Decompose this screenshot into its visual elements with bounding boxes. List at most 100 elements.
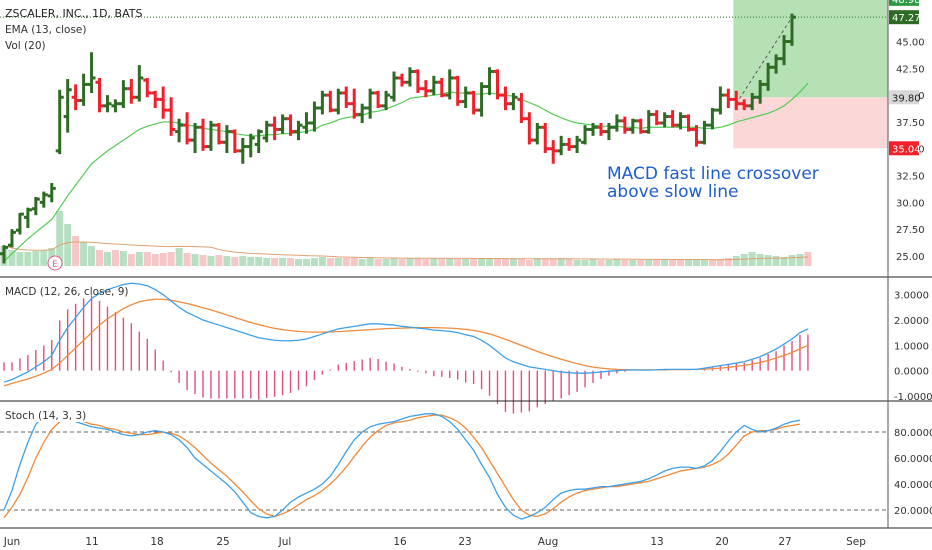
macd-tick-label: -1.0000 [894, 392, 932, 403]
price-bar [517, 92, 526, 123]
volume-bar [796, 254, 804, 266]
price-bar [103, 95, 112, 113]
price-pane: E25.0027.5030.0032.5035.0037.5040.0042.5… [0, 0, 925, 271]
price-bar [692, 125, 701, 147]
price-bar [549, 140, 558, 164]
price-bar [525, 112, 534, 145]
price-bar [445, 69, 454, 100]
volume-bar [581, 260, 589, 266]
volume-bar [103, 252, 111, 266]
price-bar [111, 99, 120, 113]
volume-bar [191, 254, 199, 266]
price-bar [262, 120, 271, 143]
volume-bar [318, 257, 326, 266]
price-bar [15, 212, 24, 235]
volume-bar [740, 254, 748, 266]
price-bar [453, 75, 462, 106]
price-bar [716, 86, 725, 115]
volume-bar [279, 258, 287, 266]
price-bar [700, 120, 709, 145]
price-tick-label: 42.50 [896, 64, 925, 75]
price-tick-label: 30.00 [896, 198, 925, 209]
x-tick-label: 11 [85, 536, 98, 548]
price-tick-label: 32.50 [896, 172, 925, 183]
price-bar [501, 86, 510, 111]
price-bar [421, 80, 430, 98]
price-bar [780, 35, 789, 66]
price-bar [151, 90, 160, 108]
price-bar [342, 86, 351, 108]
ema-label: EMA (13, close) [5, 24, 87, 36]
volume-bar [780, 257, 788, 266]
volume-bar [183, 253, 191, 266]
volume-bar [470, 258, 478, 266]
price-bar [469, 90, 478, 115]
volume-bar [295, 259, 303, 266]
volume-bar [597, 260, 605, 266]
price-bar [748, 92, 757, 111]
x-tick-label: 16 [393, 536, 407, 548]
volume-bar [223, 256, 231, 266]
price-tick-label: 45.00 [896, 38, 925, 49]
volume-bar [159, 253, 167, 266]
price-bar [286, 114, 295, 136]
earnings-marker-label: E [52, 260, 58, 270]
volume-bar [151, 254, 159, 266]
macd-label: MACD (12, 26, close, 9) [5, 286, 129, 298]
price-bar [55, 89, 64, 155]
volume-bar [573, 260, 581, 266]
macd-tick-label: 2.0000 [894, 316, 929, 327]
volume-bar [271, 258, 279, 266]
volume-bar [56, 211, 64, 266]
volume-bar [64, 224, 72, 266]
volume-bar [708, 260, 716, 266]
price-bar [119, 80, 128, 108]
volume-bar [541, 259, 549, 266]
volume-bar [247, 257, 255, 266]
volume-bar [637, 260, 645, 266]
price-bar [589, 122, 598, 136]
x-tick-label: 13 [650, 536, 663, 548]
volume-bar [677, 260, 685, 266]
volume-bar [255, 257, 263, 266]
price-bar [7, 229, 16, 248]
price-bar [397, 73, 406, 87]
price-bar [708, 107, 717, 130]
macd-signal-line [3, 298, 809, 387]
price-bar [541, 122, 550, 154]
price-bar [581, 125, 590, 145]
price-bar [175, 118, 184, 143]
x-tick-label: Jun [3, 536, 20, 548]
price-bar [485, 67, 494, 96]
price-bar [47, 183, 56, 203]
price-bar [270, 116, 279, 141]
volume-bar [358, 259, 366, 266]
volume-bar [175, 248, 183, 266]
price-bar [23, 207, 32, 229]
position-path [735, 16, 793, 104]
price-bar [429, 75, 438, 96]
volume-bar [350, 258, 358, 266]
volume-bar [334, 258, 342, 266]
volume-bar [382, 259, 390, 266]
volume-bar [605, 260, 613, 266]
price-bar [350, 88, 359, 119]
volume-bar [326, 258, 334, 266]
entry-price-tag: 39.80 [892, 93, 921, 104]
x-tick-label: Aug [538, 536, 559, 548]
price-bar [334, 88, 343, 115]
price-tick-label: 27.50 [896, 225, 925, 236]
annotation-line-2: above slow line [607, 182, 739, 202]
price-bar [318, 90, 327, 115]
price-bar [652, 110, 661, 126]
volume-bar [72, 236, 80, 266]
volume-bar [764, 255, 772, 266]
volume-bar [167, 252, 175, 266]
stop-zone [733, 97, 888, 149]
price-bar [135, 65, 144, 102]
volume-bar [486, 259, 494, 266]
volume-bar [669, 260, 677, 266]
price-bar [198, 118, 207, 151]
volume-bar [517, 259, 525, 266]
